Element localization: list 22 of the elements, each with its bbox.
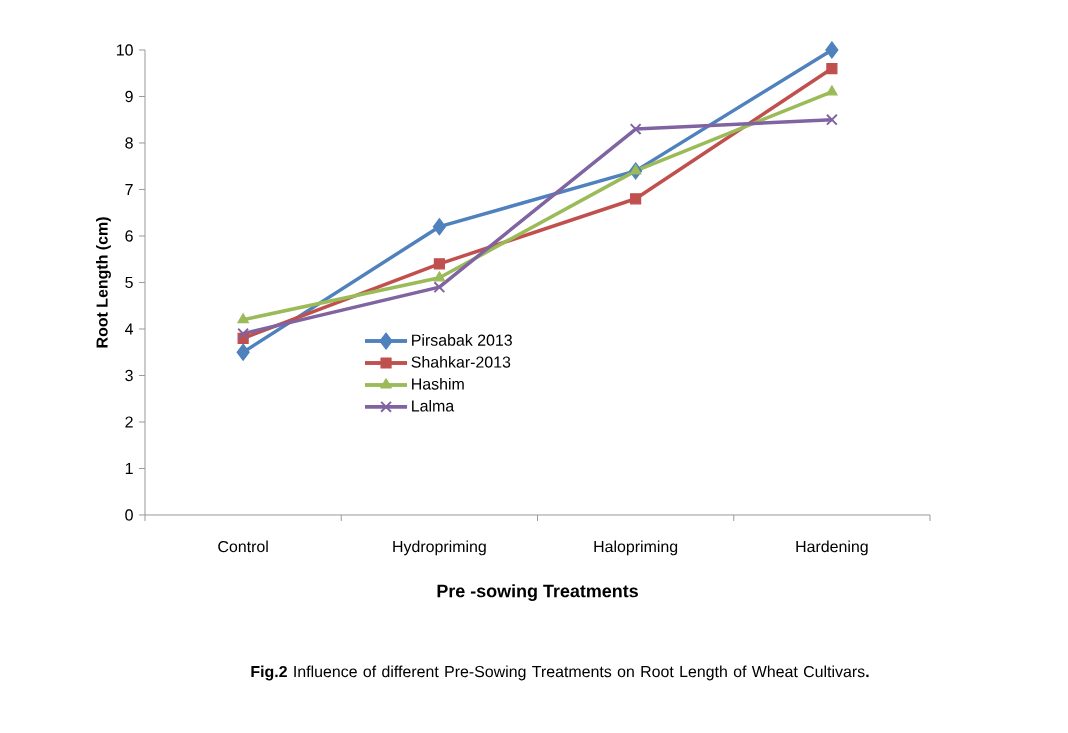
x-tick-label: Hardening xyxy=(796,540,868,556)
y-tick-label: 7 xyxy=(125,184,133,195)
y-tick-label: 6 xyxy=(125,230,133,242)
y-tick-label: 2 xyxy=(125,416,133,428)
y-axis-title: Root Length (cm) xyxy=(96,217,111,348)
y-tick-label: 8 xyxy=(125,137,133,149)
legend-label: Pirsabak 2013 xyxy=(412,334,512,346)
y-tick-label: 4 xyxy=(124,323,134,335)
x-tick-label: Control xyxy=(218,540,268,553)
x-tick-label: Halopriming xyxy=(594,540,678,556)
legend-label: Shahkar-2013 xyxy=(411,356,511,368)
y-tick-label: 3 xyxy=(125,369,133,382)
x-axis-title: Pre -sowing Treatments xyxy=(437,584,638,601)
x-tick-label: Hydropriming xyxy=(393,540,486,556)
y-tick-label: 0 xyxy=(125,509,133,521)
text: Fig.2 Influence of different Pre-Sowing Treatments on Root Length of Wheat Cultivars. xyxy=(251,665,869,681)
y-tick-label: 10 xyxy=(116,44,133,56)
y-tick-label: 5 xyxy=(125,276,133,289)
legend-label: Lalma xyxy=(412,399,455,412)
y-tick-label: 1 xyxy=(125,463,133,474)
y-tick-label: 9 xyxy=(125,90,133,103)
legend-label: Hashim xyxy=(412,377,464,390)
